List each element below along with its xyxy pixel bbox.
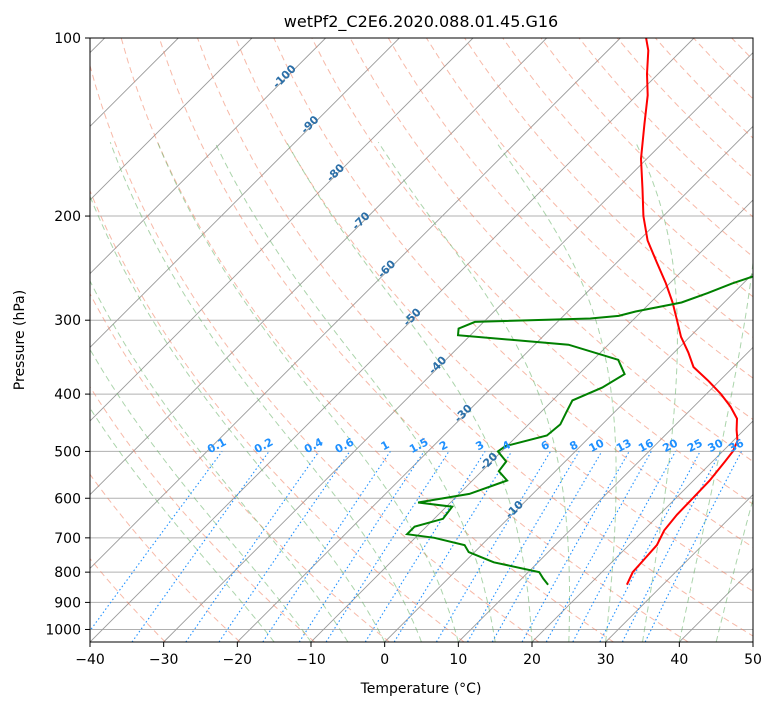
plot-background <box>90 38 753 642</box>
y-tick-label: 600 <box>54 491 81 507</box>
x-tick-label: −40 <box>75 652 105 668</box>
y-tick-label: 900 <box>54 595 81 611</box>
x-tick-label: 10 <box>449 652 467 668</box>
x-tick-label: 30 <box>597 652 615 668</box>
y-tick-label: 200 <box>54 209 81 225</box>
y-tick-label: 700 <box>54 531 81 547</box>
y-tick-label: 400 <box>54 387 81 403</box>
y-tick-label: 800 <box>54 565 81 581</box>
x-tick-label: −10 <box>296 652 326 668</box>
x-tick-label: 40 <box>670 652 688 668</box>
y-tick-label: 500 <box>54 444 81 460</box>
y-axis-label: Pressure (hPa) <box>12 290 28 390</box>
x-tick-label: 20 <box>523 652 541 668</box>
y-tick-label: 300 <box>54 313 81 329</box>
x-tick-label: −30 <box>149 652 179 668</box>
y-tick-label: 1000 <box>45 622 81 638</box>
y-tick-label: 100 <box>54 31 81 47</box>
x-tick-label: −20 <box>223 652 253 668</box>
chart-title: wetPf2_C2E6.2020.088.01.45.G16 <box>284 12 558 32</box>
x-tick-label: 0 <box>380 652 389 668</box>
x-tick-label: 50 <box>744 652 762 668</box>
x-axis-label: Temperature (°C) <box>360 681 482 697</box>
